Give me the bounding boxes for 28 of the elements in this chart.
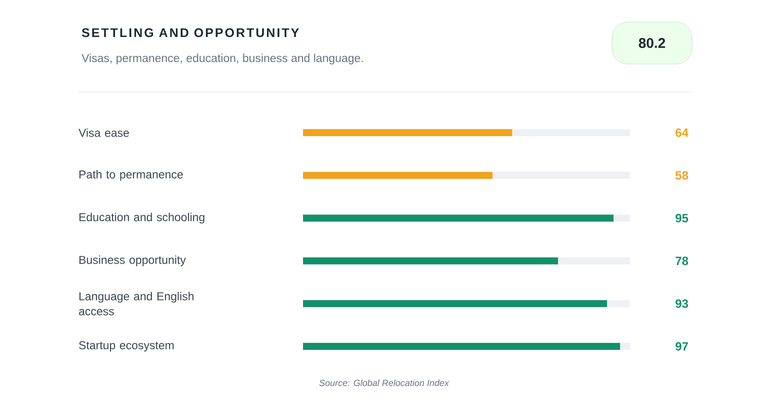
y-tick-label: Education and schooling <box>79 212 204 224</box>
bar <box>303 214 614 222</box>
bar <box>614 214 630 222</box>
bar <box>303 172 493 179</box>
bar <box>512 129 630 136</box>
chart-subtitle: Visas, permanence, education, business and language. <box>82 54 363 64</box>
y-tick-label: Language and English access <box>79 292 194 316</box>
bar <box>620 342 630 350</box>
data-label: 93 <box>676 299 688 308</box>
bar <box>492 172 630 179</box>
bar <box>607 300 630 308</box>
data-label: 64 <box>676 128 688 137</box>
y-tick-label: Path to permanence <box>79 170 183 181</box>
y-tick-label: Visa ease <box>78 128 129 137</box>
data-label: 78 <box>676 256 688 266</box>
data-label: 95 <box>676 214 688 222</box>
text: SETTLING AND OPPORTUNITY <box>82 28 299 38</box>
bar <box>303 300 608 308</box>
bar <box>303 342 620 350</box>
bar <box>303 129 512 136</box>
source-note: Source: Global Relocation Index <box>319 379 450 386</box>
bar <box>558 257 630 264</box>
y-tick-label: Startup ecosystem <box>79 341 174 352</box>
data-label: 97 <box>676 342 688 351</box>
text: 80.2 <box>638 38 666 48</box>
bar <box>303 257 558 264</box>
data-label: 58 <box>676 171 688 180</box>
y-tick-label: Business opportunity <box>79 256 186 266</box>
